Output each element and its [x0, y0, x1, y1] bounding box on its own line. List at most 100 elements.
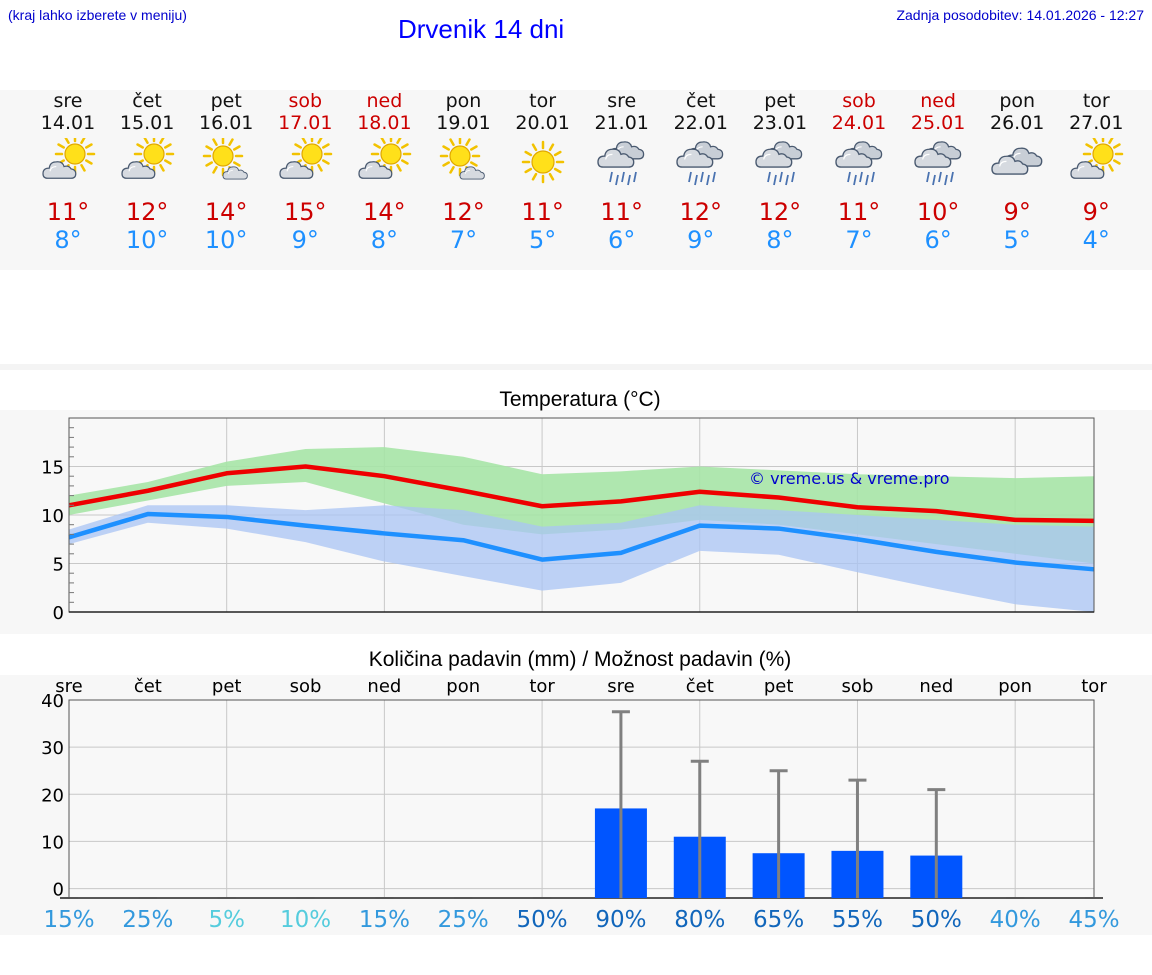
- day-name: pon: [445, 90, 482, 112]
- temp-min: 9°: [687, 226, 715, 254]
- day-date: 24.01: [831, 112, 887, 134]
- y-tick-label: 10: [41, 506, 64, 527]
- temp-min: 10°: [125, 226, 169, 254]
- temp-max: 15°: [284, 198, 327, 226]
- day-name: sob: [842, 90, 876, 112]
- temp-min: 6°: [924, 226, 952, 254]
- category-label: tor: [529, 676, 555, 697]
- category-label: ned: [367, 676, 401, 697]
- day-date: 20.01: [515, 112, 570, 134]
- day-name: pon: [999, 90, 1036, 112]
- precipitation-chart: sre čet pet sob ned pon tor sre čet pet sob ned pon t…: [41, 676, 1119, 933]
- weather-icon: [834, 141, 882, 186]
- temp-max: 12°: [679, 198, 723, 226]
- temp-min: 9°: [291, 226, 319, 254]
- partly-cloudy-sun-icon: [279, 138, 333, 179]
- partly-cloudy-sun-icon: [120, 138, 174, 179]
- day-date: 17.01: [278, 112, 333, 134]
- min-temp-line: [68, 511, 1095, 572]
- day-date: 23.01: [752, 112, 808, 134]
- category-label: sre: [55, 676, 82, 697]
- y-tick-label: 5: [53, 555, 64, 576]
- day-name: pet: [764, 90, 796, 112]
- weather-icon: [279, 138, 333, 179]
- temp-max: 11°: [521, 198, 564, 226]
- y-tick-label: 20: [41, 785, 64, 806]
- temp-min: 8°: [370, 226, 399, 254]
- day-name: tor: [1082, 90, 1110, 112]
- day-name: čet: [686, 90, 716, 112]
- precip-probability: 80%: [674, 907, 725, 933]
- category-label: čet: [686, 676, 714, 697]
- weather-icon: [439, 138, 485, 180]
- weather-icon: [755, 141, 803, 186]
- cloud-icon: [991, 147, 1043, 175]
- temp-max: 14°: [363, 198, 406, 226]
- max-temp-line: [68, 464, 1095, 524]
- temp-max: 12°: [125, 198, 169, 226]
- y-tick-label: 10: [41, 832, 64, 853]
- temp-max: 12°: [442, 198, 485, 226]
- weather-icon: [991, 147, 1043, 175]
- category-label: pet: [764, 676, 794, 697]
- precip-probability: 55%: [832, 907, 883, 933]
- day-name: ned: [920, 90, 956, 112]
- precip-probability: 50%: [911, 907, 962, 933]
- weather-icon: [521, 140, 565, 184]
- min-range-band: [69, 505, 1094, 612]
- category-label: sob: [842, 676, 874, 697]
- temperature-chart-title: Temperatura (°C): [499, 388, 661, 411]
- weather-icon: [913, 141, 961, 186]
- precip-probability: 25%: [438, 907, 489, 933]
- precip-probability: 45%: [1068, 907, 1119, 933]
- day-date: 22.01: [673, 112, 728, 134]
- y-tick-label: 0: [53, 603, 64, 624]
- day-date: 19.01: [436, 112, 491, 134]
- day-date: 16.01: [198, 112, 254, 134]
- rain-cloud-icon: [676, 141, 724, 186]
- day-date: 18.01: [357, 112, 412, 134]
- sun-small-cloud-icon: [439, 138, 485, 180]
- category-label: tor: [1081, 676, 1107, 697]
- category-label: ned: [919, 676, 953, 697]
- day-name: ned: [366, 90, 403, 112]
- weather-icon: [597, 141, 645, 186]
- temp-min: 8°: [54, 226, 82, 254]
- partly-cloudy-sun-icon: [1070, 138, 1124, 179]
- temp-min: 6°: [608, 226, 636, 254]
- forecast-strip: sre 14.01 11° 8° čet 15.01 12° 10° pet 16.01 14° 10…: [0, 90, 1152, 270]
- menu-hint[interactable]: (kraj lahko izberete v meniju): [8, 7, 187, 23]
- precip-probability: 15%: [359, 907, 410, 933]
- days-row: sre 14.01 11° 8° čet 15.01 12° 10° pet 16.01 14° 10…: [0, 90, 1152, 270]
- day-date: 14.01: [40, 112, 96, 134]
- temp-min: 5°: [1003, 226, 1031, 254]
- precip-probability: 5%: [208, 907, 245, 933]
- temp-max: 9°: [1003, 198, 1031, 226]
- category-label: pon: [446, 676, 480, 697]
- precip-probability: 90%: [595, 907, 646, 933]
- temp-min: 8°: [766, 226, 794, 254]
- category-label: čet: [134, 676, 162, 697]
- divider: [0, 364, 1152, 370]
- day-date: 27.01: [1069, 112, 1124, 134]
- category-label: sre: [607, 676, 634, 697]
- temp-min: 7°: [845, 226, 873, 254]
- precip-probability: 65%: [753, 907, 804, 933]
- day-date: 21.01: [594, 112, 649, 134]
- rain-cloud-icon: [834, 141, 882, 186]
- temp-min: 10°: [204, 226, 248, 254]
- temp-min: 7°: [449, 226, 478, 254]
- partly-cloudy-sun-icon: [358, 138, 412, 179]
- precip-probability: 10%: [280, 907, 331, 933]
- day-name: sre: [53, 90, 83, 112]
- precipitation-chart-title: Količina padavin (mm) / Možnost padavin …: [368, 648, 792, 671]
- temp-max: 12°: [758, 198, 802, 226]
- rain-cloud-icon: [597, 141, 645, 186]
- watermark: © vreme.us & vreme.pro: [749, 469, 950, 488]
- day-date: 15.01: [119, 112, 175, 134]
- day-name: pet: [210, 90, 242, 112]
- day-name: tor: [529, 90, 557, 112]
- temp-min: 5°: [528, 226, 557, 254]
- temp-max: 10°: [916, 198, 960, 226]
- page-title: Drvenik 14 dni: [398, 14, 565, 44]
